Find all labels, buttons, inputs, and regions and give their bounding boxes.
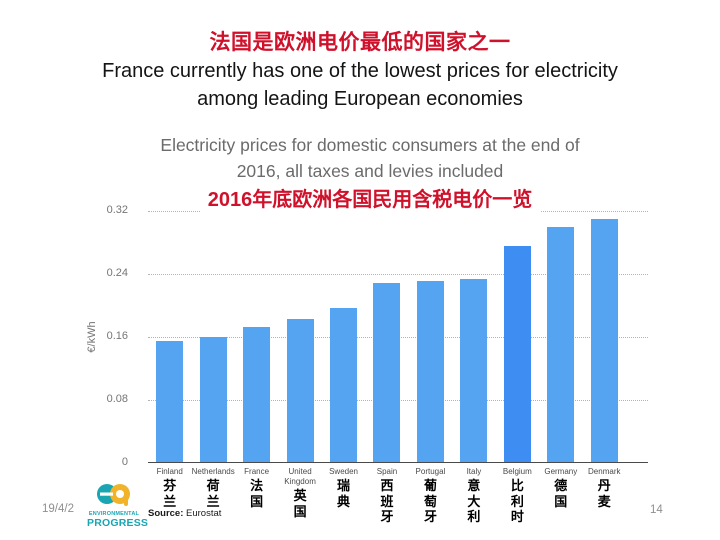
x-label-en-italy: Italy (466, 467, 482, 476)
x-label-en-sweden: Sweden (329, 467, 358, 476)
bar-column-united-kingdom (278, 211, 321, 462)
slide-title-en: France currently has one of the lowest p… (0, 57, 720, 113)
chart-title-line1: Electricity prices for domestic consumer… (160, 135, 580, 155)
bar-column-germany (539, 211, 582, 462)
source-label: Source: (148, 508, 184, 519)
x-label-finland: Finland 芬兰 (148, 467, 191, 525)
bar-belgium (503, 246, 531, 462)
source-value: Eurostat (186, 508, 222, 519)
chart: Electricity prices for domestic consumer… (86, 127, 650, 535)
x-label-en-spain: Spain (376, 467, 398, 476)
x-label-en-germany: Germany (544, 467, 578, 476)
bar-column-belgium (496, 211, 539, 462)
chart-title: Electricity prices for domestic consumer… (90, 132, 650, 184)
x-label-en-denmark: Denmark (588, 467, 621, 476)
x-label-en-belgium: Belgium (502, 467, 532, 476)
ep-monogram-icon (97, 484, 130, 506)
x-label-united-kingdom: United Kingdom 英国 (278, 467, 321, 525)
x-label-zh-denmark: 丹麦 (597, 478, 611, 509)
y-tick-0.08: 0.08 (106, 393, 128, 405)
environmental-progress-logo: ENVIRONMENTAL PROGRESS (87, 483, 149, 529)
y-tick-0.24: 0.24 (106, 267, 128, 279)
x-label-en-portugal: Portugal (415, 467, 446, 476)
x-label-italy: Italy 意大利 (452, 467, 495, 525)
bar-germany (547, 227, 575, 462)
chart-title-line2: 2016, all taxes and levies included (236, 161, 504, 181)
source-note: Source: Eurostat (148, 508, 221, 519)
bar-united-kingdom (286, 318, 314, 462)
y-tick-0: 0 (121, 456, 128, 468)
x-label-zh-portugal: 葡萄牙 (423, 478, 437, 525)
x-label-en-united-kingdom: United Kingdom (284, 467, 316, 486)
x-label-zh-france: 法国 (250, 478, 264, 509)
y-tick-0.16: 0.16 (106, 330, 128, 342)
bar-column-sweden (322, 211, 365, 462)
bar-netherlands (199, 336, 227, 462)
bar-column-denmark (583, 211, 626, 462)
chart-subtitle-zh: 2016年底欧洲各国民用含税电价一览 (199, 188, 541, 212)
x-label-zh-finland: 芬兰 (163, 478, 177, 509)
x-label-en-netherlands: Netherlands (191, 467, 235, 476)
x-label-belgium: Belgium 比利时 (496, 467, 539, 525)
x-label-netherlands: Netherlands 荷兰 (191, 467, 235, 525)
x-axis-labels: Finland 芬兰 Netherlands 荷兰 France 法国 United Kin… (148, 467, 626, 525)
x-label-france: France 法国 (235, 467, 278, 525)
x-label-en-finland: Finland (156, 467, 183, 476)
bar-column-portugal (409, 211, 452, 462)
logo-text-environmental: ENVIRONMENTAL (88, 511, 140, 517)
y-tick-0.32: 0.32 (106, 204, 128, 216)
page-number: 14 (650, 504, 663, 516)
bar-denmark (590, 218, 618, 462)
bar-column-france (235, 211, 278, 462)
x-label-zh-belgium: 比利时 (510, 478, 524, 525)
x-label-portugal: Portugal 葡萄牙 (409, 467, 452, 525)
chart-subtitle-row: 2016年底欧洲各国民用含税电价一览 (90, 188, 650, 212)
bar-portugal (416, 280, 444, 462)
bar-column-finland (148, 211, 191, 462)
slide-date: 19/4/2 (42, 503, 74, 515)
x-label-germany: Germany 德国 (539, 467, 582, 525)
gridline-0.24 (148, 274, 648, 275)
x-label-denmark: Denmark 丹麦 (583, 467, 626, 525)
bar-france (243, 327, 271, 462)
bar-column-netherlands (191, 211, 234, 462)
bar-finland (156, 340, 184, 462)
plot-area: €/kWh 0 0.08 0.16 0.24 0.32 (86, 204, 648, 468)
x-label-sweden: Sweden 瑞典 (322, 467, 365, 525)
x-label-zh-germany: 德国 (554, 478, 568, 509)
bar-spain (373, 283, 401, 462)
bars (148, 211, 626, 462)
bar-sweden (330, 307, 358, 462)
bar-column-spain (365, 211, 408, 462)
x-label-zh-spain: 西班牙 (380, 478, 394, 525)
x-label-zh-netherlands: 荷兰 (206, 478, 220, 509)
x-label-zh-united-kingdom: 英国 (293, 488, 307, 519)
x-label-zh-sweden: 瑞典 (337, 478, 351, 509)
bar-italy (460, 278, 488, 462)
x-label-en-france: France (244, 467, 270, 476)
slide-title-en-line1: France currently has one of the lowest p… (102, 60, 618, 82)
x-label-zh-italy: 意大利 (467, 478, 481, 525)
logo-text-progress: PROGRESS (87, 516, 149, 529)
bar-column-italy (452, 211, 495, 462)
slide-title-zh: 法国是欧洲电价最低的国家之一 (209, 31, 511, 54)
slide-title-en-line2: among leading European economies (197, 88, 523, 110)
x-label-spain: Spain 西班牙 (365, 467, 408, 525)
